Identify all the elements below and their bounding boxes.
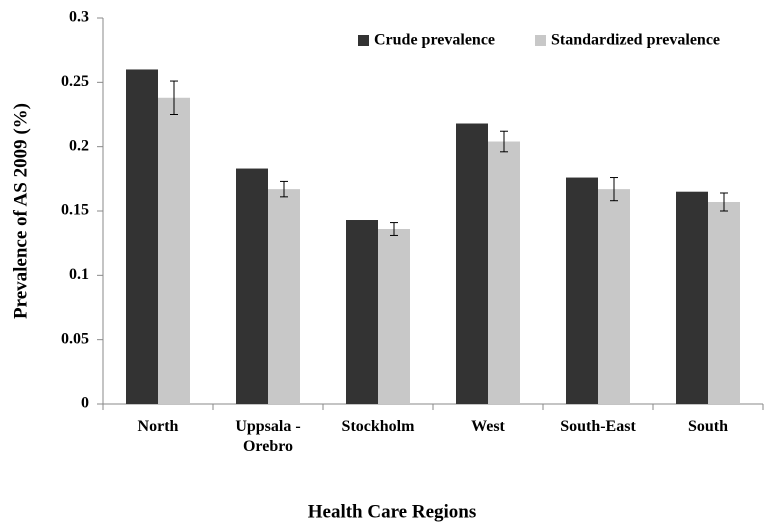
bar xyxy=(676,191,708,404)
error-bar xyxy=(170,80,178,115)
y-tick-label: 0.25 xyxy=(61,73,89,90)
legend-label: Standardized prevalence xyxy=(551,32,720,49)
error-bar xyxy=(500,130,508,153)
x-tick-label: South xyxy=(687,418,729,435)
error-bar xyxy=(390,222,398,236)
y-tick-label: 0.3 xyxy=(69,9,89,26)
legend-label: Crude prevalence xyxy=(374,32,495,49)
x-tick-label: Stockholm xyxy=(341,418,415,435)
error-bar xyxy=(280,180,288,198)
y-tick-label: 0.1 xyxy=(69,266,89,283)
x-axis-title: Health Care Regions xyxy=(308,501,477,522)
error-bar xyxy=(610,177,618,202)
bar xyxy=(236,168,268,404)
bar xyxy=(598,189,630,404)
y-tick-label: 0.2 xyxy=(69,137,89,154)
legend-swatch xyxy=(358,35,369,46)
x-tick-label: West xyxy=(471,418,505,435)
bar xyxy=(488,141,520,404)
y-axis-title: Prevalence of AS 2009 (%) xyxy=(10,103,31,319)
bar xyxy=(566,177,598,404)
bar xyxy=(126,69,158,404)
y-tick-label: 0.05 xyxy=(61,330,89,347)
y-tick-label: 0.15 xyxy=(61,202,89,219)
bar xyxy=(268,189,300,404)
x-tick-label: South-East xyxy=(560,418,636,435)
x-tick-label: Uppsala - Orebro xyxy=(235,418,301,455)
bar xyxy=(456,123,488,405)
error-bar xyxy=(720,192,728,212)
bar xyxy=(378,229,410,404)
x-tick-label: North xyxy=(137,418,179,435)
y-tick-label: 0 xyxy=(81,395,89,412)
bar xyxy=(158,97,190,405)
bar xyxy=(346,220,378,404)
legend-swatch xyxy=(535,35,546,46)
bar xyxy=(708,201,740,404)
